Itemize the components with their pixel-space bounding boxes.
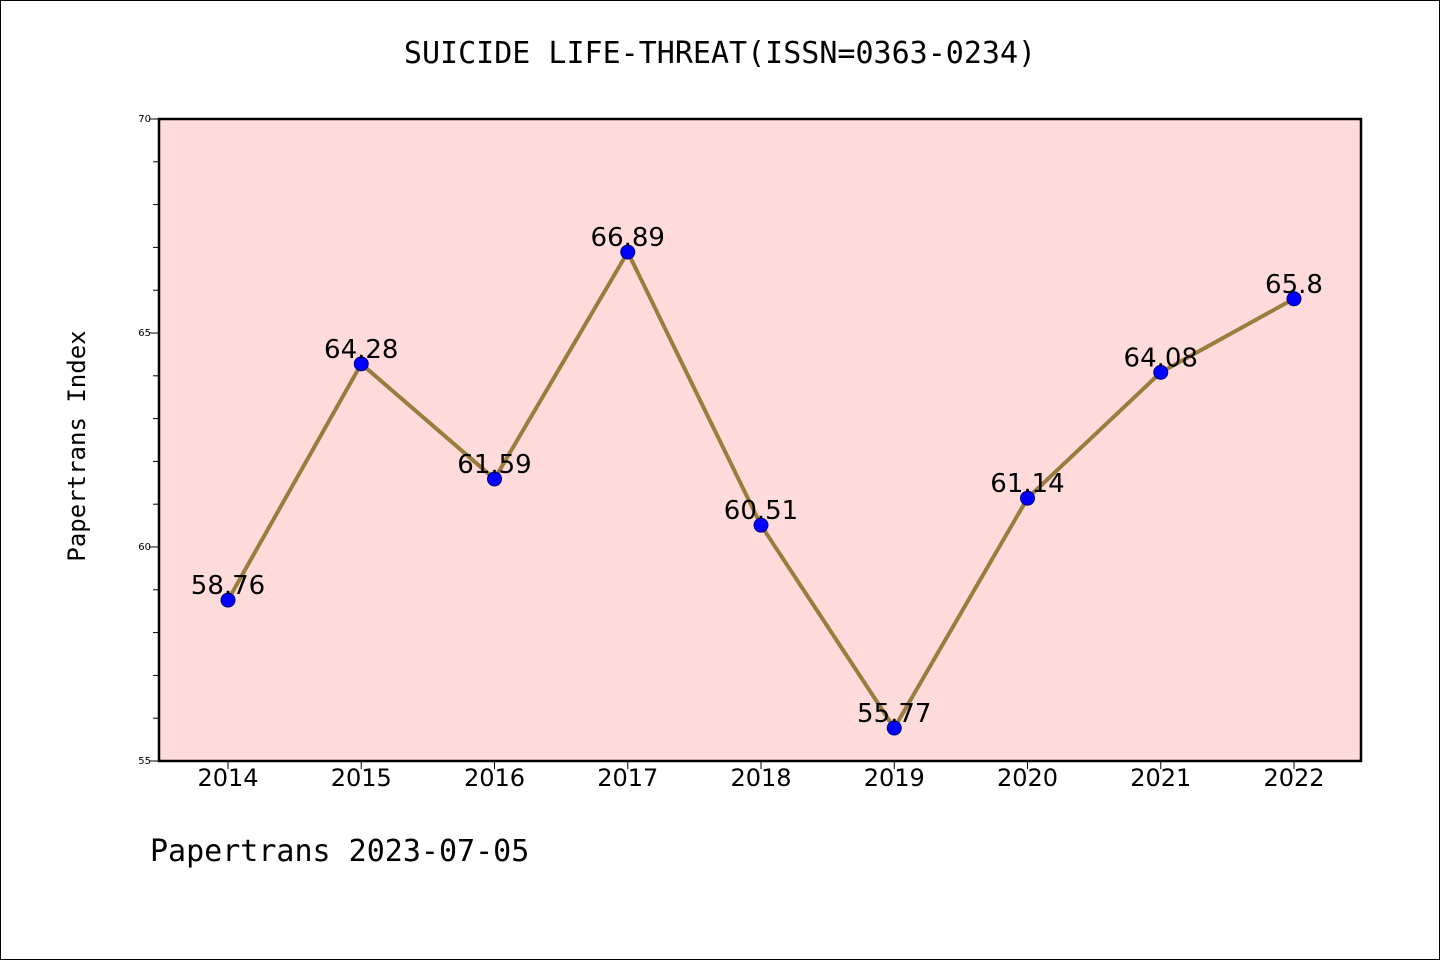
x-tick-label: 2020 bbox=[997, 764, 1058, 792]
x-tick-label: 2019 bbox=[864, 764, 925, 792]
data-label: 61.14 bbox=[990, 469, 1064, 499]
x-tick-label: 2021 bbox=[1130, 764, 1191, 792]
y-tick-label: 70 bbox=[138, 114, 151, 125]
data-point bbox=[220, 592, 236, 608]
data-label: 61.59 bbox=[457, 450, 531, 480]
x-tick-label: 2017 bbox=[597, 764, 658, 792]
data-label: 55.77 bbox=[857, 699, 931, 729]
data-point bbox=[1286, 291, 1302, 307]
data-point bbox=[753, 517, 769, 533]
data-label: 66.89 bbox=[591, 223, 665, 253]
data-point bbox=[620, 244, 636, 260]
y-tick-label: 65 bbox=[138, 328, 151, 339]
data-point bbox=[886, 720, 902, 736]
data-point bbox=[353, 356, 369, 372]
data-label: 64.28 bbox=[324, 335, 398, 365]
x-tick-label: 2018 bbox=[730, 764, 791, 792]
plot-border bbox=[157, 117, 1363, 763]
data-point bbox=[1020, 490, 1035, 506]
footer-credit: Papertrans 2023-07-05 bbox=[150, 834, 530, 869]
data-point bbox=[1153, 364, 1169, 380]
data-label: 65.8 bbox=[1265, 270, 1323, 300]
x-tick-label: 2015 bbox=[331, 764, 392, 792]
x-tick-label: 2016 bbox=[464, 764, 525, 792]
data-point bbox=[487, 471, 502, 487]
data-label: 58.76 bbox=[191, 571, 265, 601]
plot-area bbox=[159, 119, 1361, 761]
chart-title: SUICIDE LIFE-THREAT(ISSN=0363-0234) bbox=[403, 36, 1037, 71]
x-tick-label: 2014 bbox=[197, 764, 258, 792]
data-label: 64.08 bbox=[1124, 343, 1198, 373]
y-tick-label: 55 bbox=[138, 756, 151, 767]
x-tick-label: 2022 bbox=[1263, 764, 1324, 792]
y-tick-label: 60 bbox=[138, 542, 151, 553]
data-label: 60.51 bbox=[724, 496, 798, 526]
